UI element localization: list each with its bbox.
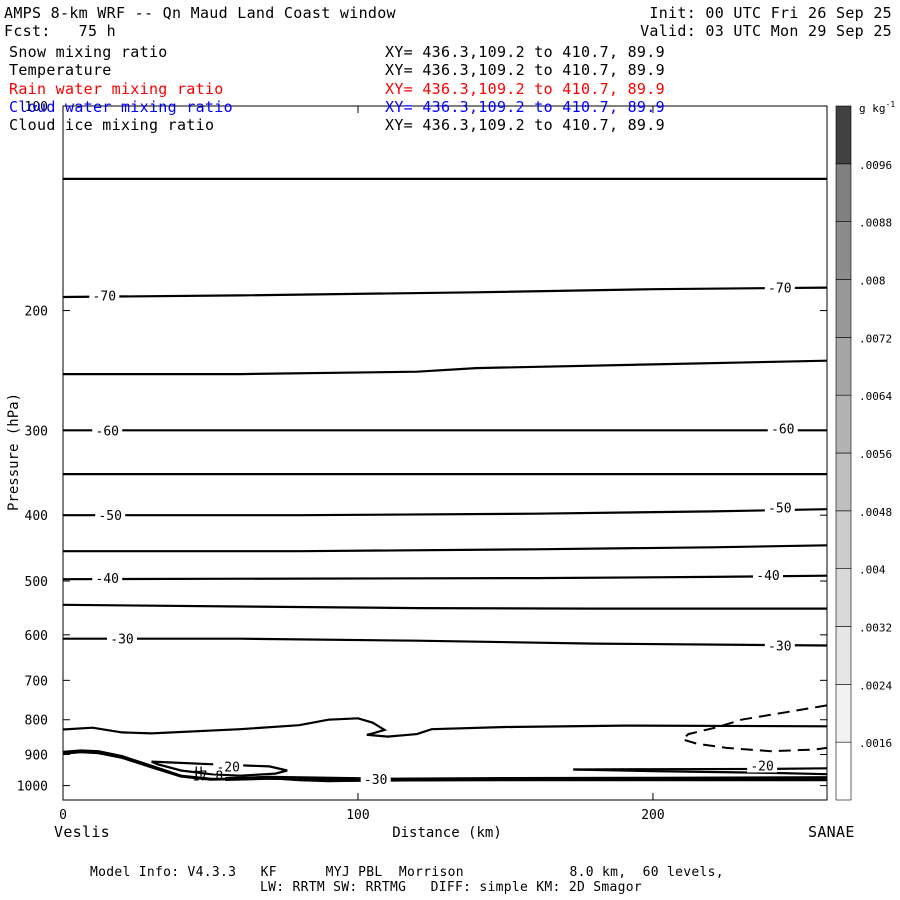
contour-label-bg: [92, 422, 123, 438]
colorbar-level-label: .0064: [859, 390, 892, 403]
dashed-contour-line: [680, 704, 827, 753]
right-endpoint-label: SANAE: [808, 823, 855, 841]
contour-label-bg: [106, 630, 137, 646]
colorbar-level-label: .0056: [859, 448, 892, 461]
colorbar-swatch: [835, 510, 852, 569]
isotherm-line: [63, 286, 827, 299]
colorbar-swatch: [835, 279, 852, 338]
forecast-hour: Fcst: 75 h: [4, 22, 116, 40]
init-time: Init: 00 UTC Fri 26 Sep 25: [649, 4, 892, 22]
contour-label: -20: [750, 759, 773, 774]
y-tick-label: 400: [25, 509, 48, 524]
contour-label-bg: [753, 567, 784, 583]
colorbar-level-label: .0024: [859, 679, 892, 692]
contour-label: -40: [96, 572, 119, 587]
isotherm-line: [63, 603, 827, 610]
isotherm-line: [63, 508, 827, 517]
contour-label-bg: [767, 420, 798, 436]
model-info-line-2: LW: RRTM SW: RRTMG DIFF: simple KM: 2D S…: [260, 880, 642, 895]
contour-label: -40: [756, 569, 779, 584]
colorbar-level-label: .0032: [859, 622, 892, 635]
y-tick-label: 100: [25, 100, 48, 115]
field-name-cloud-ice: Cloud ice mixing ratio: [9, 116, 215, 134]
valid-time: Valid: 03 UTC Mon 29 Sep 25: [640, 22, 892, 40]
field-name-temperature: Temperature: [9, 61, 112, 79]
field-xy-rain: XY= 436.3,109.2 to 410.7, 89.9: [385, 80, 665, 98]
contour-label: -70: [93, 289, 116, 304]
colorbar-unit: g kg-1: [859, 100, 895, 115]
contour-label-bg: [213, 758, 244, 774]
field-xy-temperature: XY= 436.3,109.2 to 410.7, 89.9: [385, 61, 665, 79]
y-tick-label: 800: [25, 714, 48, 729]
x-tick-label: 0: [59, 808, 67, 823]
contour-label: -60: [771, 422, 794, 437]
colorbar-level-label: .0096: [859, 159, 892, 172]
contour-label-bg: [95, 507, 126, 523]
contour-label: -20: [216, 761, 239, 776]
y-tick-label: 900: [25, 749, 48, 764]
colorbar-level-label: .008: [859, 275, 886, 288]
colorbar-level-label: .0072: [859, 332, 892, 345]
colorbar-level-label: .004: [859, 564, 886, 577]
extremum-label: 17.8: [192, 770, 223, 785]
contour-label: -60: [96, 424, 119, 439]
field-xy-cloud-ice: XY= 436.3,109.2 to 410.7, 89.9: [385, 116, 665, 134]
left-endpoint-label: Veslis: [54, 823, 110, 841]
y-axis-label: Pressure (hPa): [6, 393, 22, 511]
colorbar-swatch: [835, 163, 852, 222]
extremum-label: H: [195, 765, 203, 780]
isotherm-line: [63, 574, 827, 581]
x-tick-label: 100: [346, 808, 369, 823]
chart-title: AMPS 8-km WRF -- Qn Maud Land Coast wind…: [4, 4, 396, 22]
y-tick-label: 700: [25, 674, 48, 689]
colorbar-swatch: [835, 337, 852, 396]
x-tick-label: 200: [641, 808, 664, 823]
y-tick-label: 500: [25, 575, 48, 590]
x-axis-label: Distance (km): [392, 825, 502, 841]
contour-label: -50: [768, 502, 791, 517]
field-name-rain: Rain water mixing ratio: [9, 80, 224, 98]
isotherm-line: [63, 717, 827, 738]
isotherm-line: [63, 359, 827, 376]
colorbar-swatch: [835, 568, 852, 627]
thick-contour-line: [225, 775, 827, 782]
contour-label-bg: [92, 570, 123, 586]
contour-label: -30: [768, 639, 791, 654]
colorbar-swatch: [835, 394, 852, 454]
field-xy-cloud-water: XY= 436.3,109.2 to 410.7, 89.9: [385, 98, 665, 116]
field-xy-snow: XY= 436.3,109.2 to 410.7, 89.9: [385, 43, 665, 61]
colorbar-swatch: [835, 741, 852, 801]
contour-label-bg: [764, 499, 795, 515]
contour-label: -30: [110, 633, 133, 648]
y-tick-label: 300: [25, 424, 48, 439]
colorbar-level-label: .0088: [859, 217, 892, 230]
field-name-snow: Snow mixing ratio: [9, 43, 168, 61]
colorbar-swatch: [835, 684, 852, 743]
contour-label: -30: [364, 773, 387, 788]
isotherm-line: [63, 637, 827, 647]
contour-label-bg: [764, 279, 795, 295]
y-tick-label: 200: [25, 305, 48, 320]
colorbar-level-label: .0048: [859, 506, 892, 519]
colorbar-level-label: .0016: [859, 737, 892, 750]
contour-label: -70: [768, 282, 791, 297]
field-name-cloud-water: Cloud water mixing ratio: [9, 98, 233, 116]
y-tick-label: 600: [25, 629, 48, 644]
isotherm-line: [573, 768, 827, 776]
contour-label-bg: [360, 771, 391, 787]
colorbar-swatch: [835, 105, 852, 165]
colorbar-swatch: [835, 626, 852, 685]
plot-layer: 100 200 300 400 500 600 700 800 900 1000 0 100 200 Di…: [6, 100, 895, 841]
contour-label-bg: [764, 637, 795, 653]
contour-label-bg: [89, 287, 120, 303]
plot-frame: [62, 105, 828, 801]
model-info-line-1: Model Info: V4.3.3 KF MYJ PBL Morrison 8…: [90, 865, 724, 880]
contour-label: -50: [98, 509, 121, 524]
isotherm-line: [63, 544, 827, 553]
colorbar-swatch: [835, 221, 852, 280]
y-tick-label: 1000: [17, 780, 48, 795]
contour-label-bg: [747, 757, 778, 773]
colorbar-swatch: [835, 452, 852, 512]
